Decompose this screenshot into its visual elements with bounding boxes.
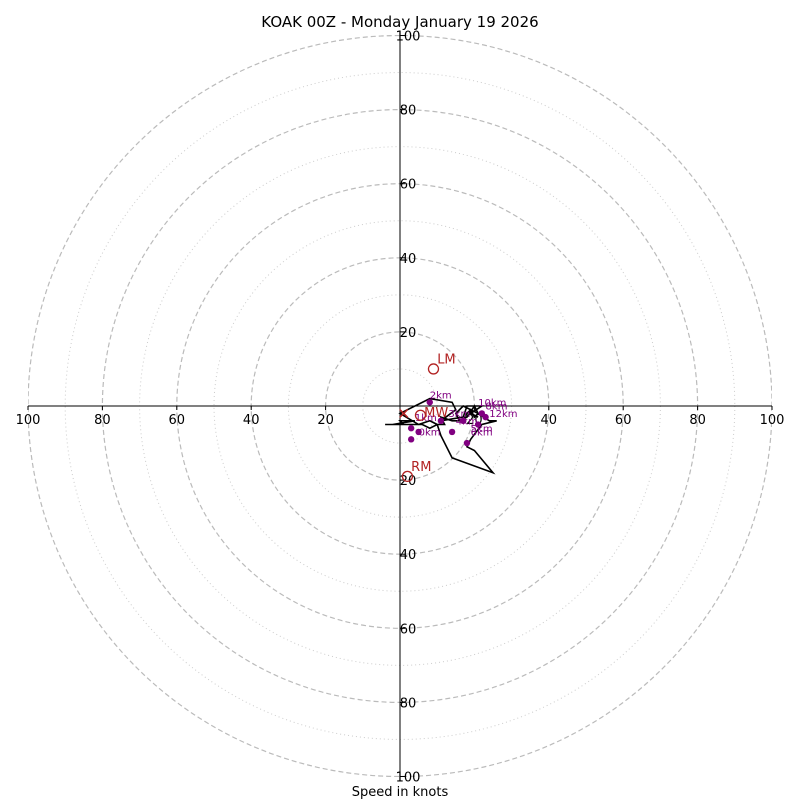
tick-label-bottom-40: 40 [400, 548, 417, 563]
height-marker-0 [407, 425, 415, 432]
axes [27, 35, 773, 777]
tick-label-right-40: 40 [541, 413, 558, 428]
tick-label-bottom-80: 80 [400, 696, 417, 711]
height-label-0km: 0km [419, 428, 441, 439]
height-label-4km: 4km [456, 417, 478, 428]
height-marker-3 [426, 399, 433, 406]
tick-label-top-80: 80 [400, 104, 417, 119]
height-label-12km: 12km [489, 409, 517, 420]
tick-label-bottom-100: 100 [396, 771, 421, 786]
tick-label-left-100: 100 [16, 413, 41, 428]
tick-label-left-80: 80 [94, 413, 111, 428]
height-marker-7 [463, 439, 471, 447]
height-marker-1 [407, 436, 415, 443]
height-label-1km: 1km [415, 413, 437, 424]
tick-label-right-100: 100 [760, 413, 785, 428]
chart-title: KOAK 00Z - Monday January 19 2026 [261, 13, 538, 31]
tick-label-right-80: 80 [689, 413, 706, 428]
height-marker-4 [437, 417, 445, 425]
mean-wind-cross-b [399, 408, 409, 418]
tick-label-left-40: 40 [243, 413, 260, 428]
height-label-5km: 5km [471, 424, 493, 435]
height-label-2km: 2km [430, 391, 452, 402]
tick-label-left-20: 20 [317, 413, 334, 428]
tick-label-right-60: 60 [615, 413, 632, 428]
tick-label-top-100: 100 [396, 30, 421, 45]
height-marker-5 [448, 428, 456, 436]
tick-label-bottom-60: 60 [400, 622, 417, 637]
height-label-8km: 8km [486, 402, 508, 413]
hodograph-trace-hodograph [385, 397, 497, 475]
tick-label-top-60: 60 [400, 178, 417, 193]
storm-motion-markers: LM RM MW [399, 352, 456, 483]
storm-motion-lm-marker [427, 363, 440, 375]
height-markers [407, 399, 489, 447]
height-label-6km: 6km [471, 428, 493, 439]
tick-labels: 2020202040404040606060608080808010010010… [16, 30, 785, 786]
height-label-10km: 10km [478, 398, 506, 409]
tick-label-left-60: 60 [169, 413, 186, 428]
height-marker-2 [415, 428, 422, 436]
height-marker-8 [474, 421, 482, 428]
storm-motion-lm-label: LM [437, 352, 455, 367]
height-marker-6 [460, 417, 467, 425]
x-axis-label: Speed in knots [352, 785, 449, 800]
storm-motion-mw-label: MW [424, 406, 448, 421]
tick-label-top-20: 20 [400, 326, 417, 341]
tick-label-top-40: 40 [400, 252, 417, 267]
storm-motion-rm-label: RM [411, 460, 431, 475]
height-label-3km: 3km [448, 409, 470, 420]
storm-motion-mw-marker [414, 409, 427, 421]
storm-motion-rm-marker [401, 470, 414, 483]
hodograph-trace-group [385, 397, 497, 475]
height-marker-10 [482, 413, 489, 421]
